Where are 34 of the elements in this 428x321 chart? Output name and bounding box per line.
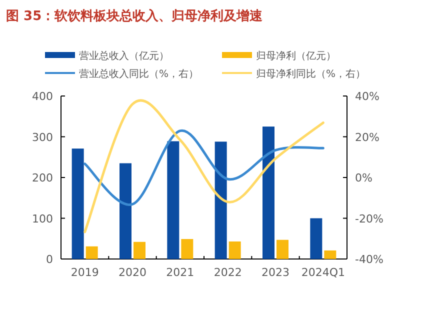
bar (310, 218, 322, 259)
bar (86, 246, 98, 259)
bar (120, 163, 132, 259)
chart-title: 图 35：软饮料板块总收入、归母净利及增速 (6, 8, 264, 24)
line-series (84, 130, 324, 206)
x-tick-label: 2019 (70, 266, 99, 279)
x-tick-label: 2022 (214, 266, 242, 279)
y-tick-label: 400 (32, 90, 53, 103)
legend-label: 营业总收入同比（%，右） (79, 68, 199, 80)
bar (324, 250, 336, 259)
x-tick-label: 2021 (166, 266, 194, 279)
y-tick-label: 300 (32, 130, 53, 144)
y2-tick-label: 0% (355, 172, 372, 184)
legend-label: 营业总收入（亿元） (79, 50, 169, 62)
bar (134, 242, 146, 259)
bar (181, 239, 194, 259)
legend-label: 归母净利同比（%，右） (256, 68, 366, 80)
x-tick-label: 2023 (262, 266, 290, 279)
bar (72, 148, 84, 259)
bar (276, 240, 288, 259)
x-tick-label: 2020 (118, 266, 146, 279)
bar (167, 141, 180, 259)
y-tick-label: 200 (32, 172, 53, 184)
bar (214, 142, 227, 259)
y2-tick-label: -20% (355, 212, 384, 226)
y2-tick-label: 20% (355, 130, 380, 144)
y2-tick-label: -40% (355, 253, 384, 266)
y-tick-label: 0 (46, 253, 53, 266)
x-tick-label: 2024Q1 (301, 266, 345, 279)
legend-label: 归母净利（亿元） (256, 50, 336, 62)
y2-tick-label: 40% (355, 90, 380, 103)
y-tick-label: 100 (32, 212, 53, 226)
bar (228, 241, 241, 259)
bar (262, 126, 274, 259)
